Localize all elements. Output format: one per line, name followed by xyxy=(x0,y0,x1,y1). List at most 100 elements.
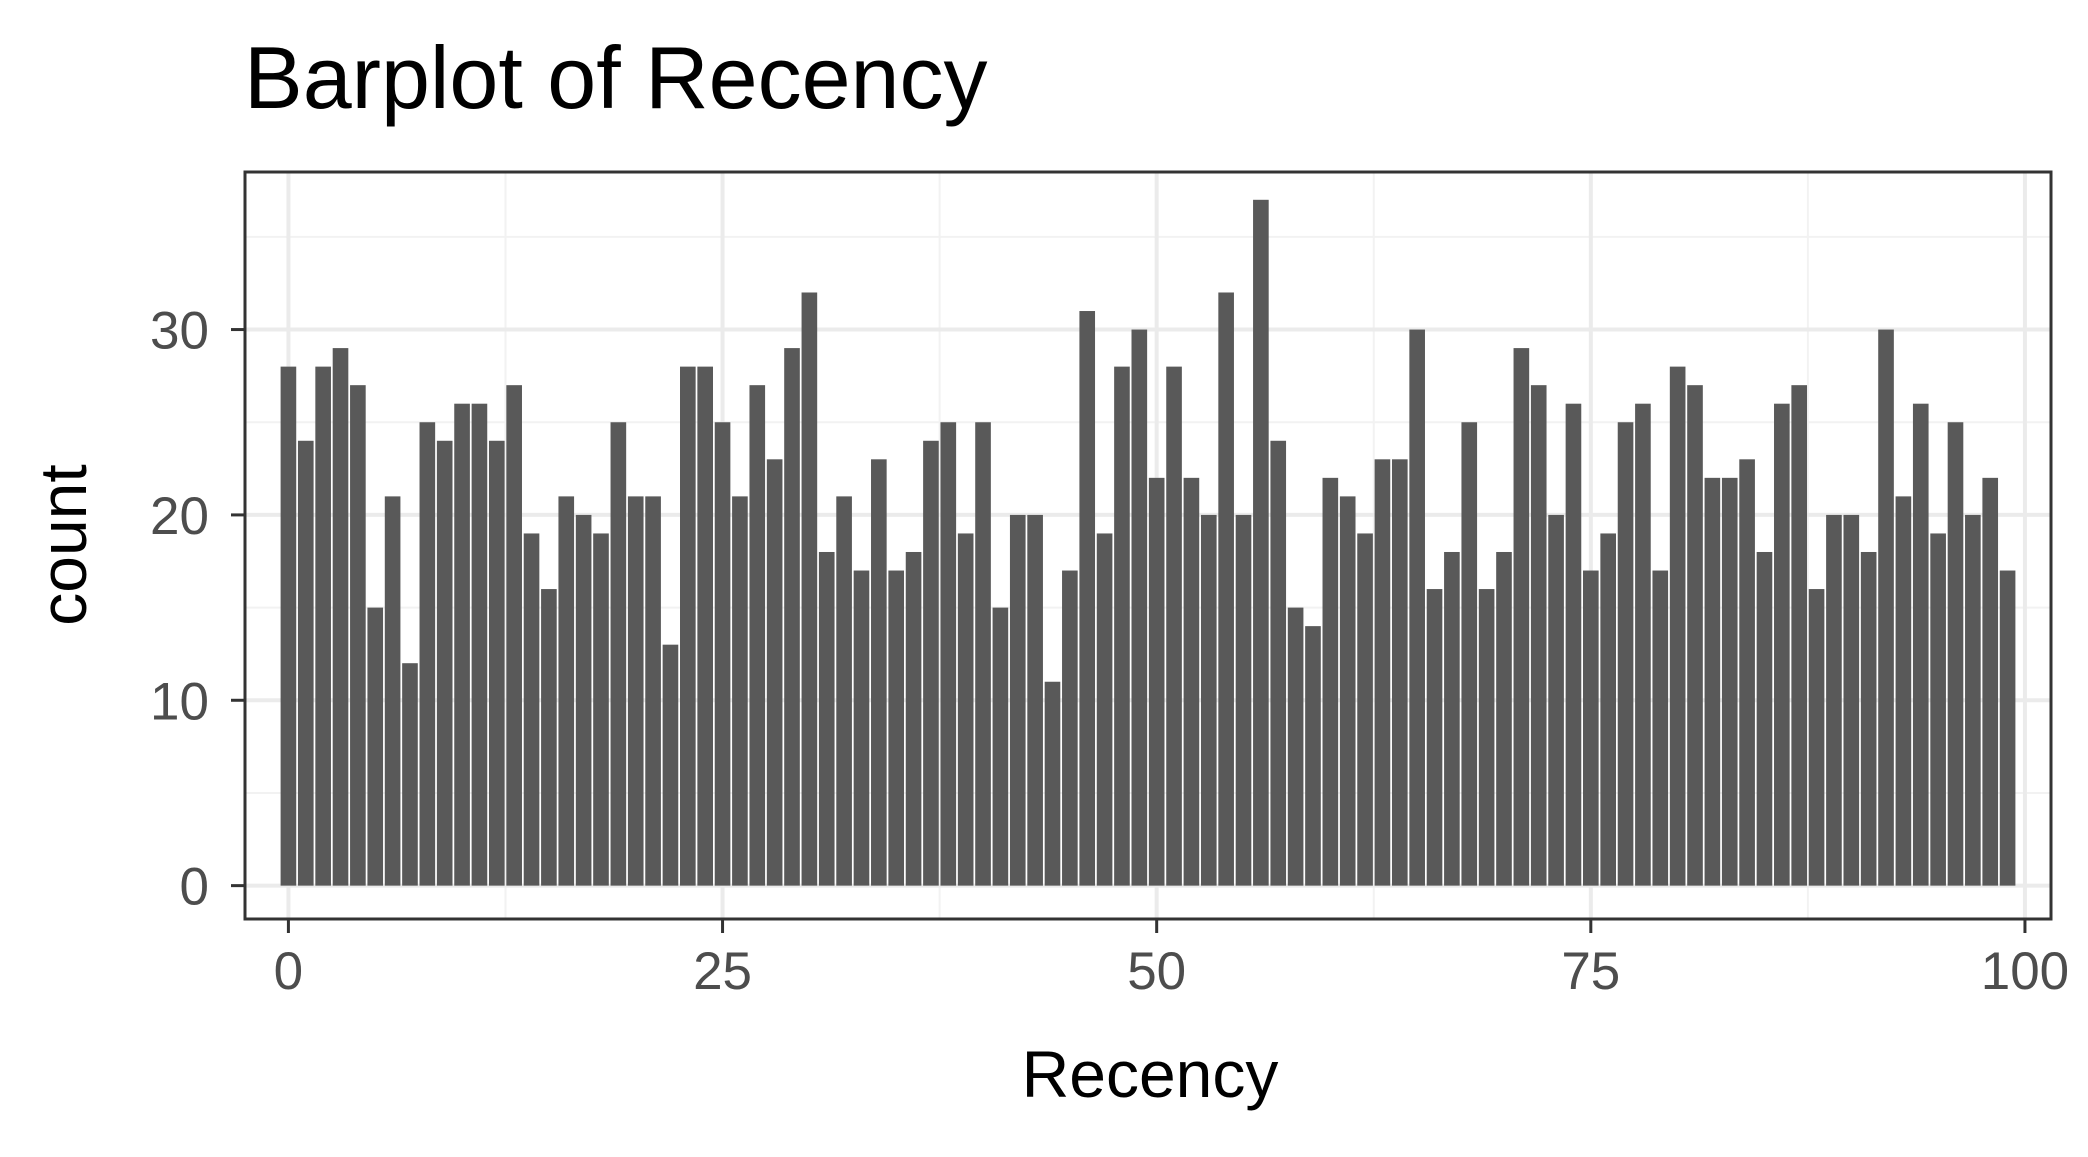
y-axis: 0 10 20 30 xyxy=(150,302,245,917)
bar xyxy=(384,496,401,886)
bar xyxy=(558,496,575,886)
bar xyxy=(1791,385,1808,886)
panel-border xyxy=(243,170,2053,921)
bar xyxy=(1148,477,1165,886)
bar xyxy=(1305,626,1321,886)
bar xyxy=(1652,570,1669,886)
x-axis-title: Recency xyxy=(1022,1037,1279,1111)
bar xyxy=(280,366,297,886)
bar xyxy=(662,644,679,886)
x-tick-label: 0 xyxy=(274,942,303,1001)
bar xyxy=(1565,403,1582,886)
bar xyxy=(1131,329,1148,886)
bar xyxy=(1409,329,1425,886)
bar xyxy=(1583,570,1599,886)
bar xyxy=(575,514,592,886)
bar xyxy=(1774,403,1790,886)
bar xyxy=(1339,496,1356,886)
bar xyxy=(1114,366,1130,886)
bar xyxy=(1270,440,1287,886)
bar xyxy=(506,385,522,886)
bar xyxy=(1704,477,1721,886)
bar xyxy=(1530,385,1547,886)
bar xyxy=(1808,589,1825,886)
bar xyxy=(402,663,418,886)
bar xyxy=(350,385,366,886)
bar xyxy=(1357,533,1373,886)
bar xyxy=(1444,551,1460,886)
bar xyxy=(1044,681,1061,886)
bar xyxy=(749,385,766,886)
bar xyxy=(871,459,887,886)
bar xyxy=(1843,514,1860,886)
bar xyxy=(1426,589,1443,886)
bar xyxy=(801,292,818,886)
bar xyxy=(1687,385,1703,886)
bar xyxy=(1183,477,1200,886)
bar xyxy=(1478,589,1495,886)
bar xyxy=(1965,514,1981,886)
x-tick-label: 50 xyxy=(1127,942,1186,1001)
bar xyxy=(905,551,922,886)
bar xyxy=(784,348,800,886)
bar xyxy=(436,440,453,886)
bar xyxy=(454,403,470,886)
bar xyxy=(1461,422,1478,886)
y-tick-label: 10 xyxy=(150,672,209,731)
bar xyxy=(1287,607,1304,886)
bar xyxy=(766,459,783,886)
bar xyxy=(732,496,748,886)
bar xyxy=(1391,459,1408,886)
bar xyxy=(1982,477,1999,886)
bar xyxy=(610,422,627,886)
bar xyxy=(627,496,644,886)
bar xyxy=(1079,311,1096,886)
bar xyxy=(836,496,852,886)
bar xyxy=(367,607,384,886)
y-axis-title: count xyxy=(26,464,100,625)
bar xyxy=(1009,514,1026,886)
bar xyxy=(818,551,835,886)
bar xyxy=(1860,551,1877,886)
bar xyxy=(1166,366,1182,886)
bar xyxy=(541,589,557,886)
bar xyxy=(975,422,991,886)
bar xyxy=(471,403,488,886)
bar xyxy=(1878,329,1894,886)
bar xyxy=(853,570,870,886)
bar xyxy=(1617,422,1634,886)
panel-border-rect xyxy=(243,170,2053,921)
x-tick-label: 100 xyxy=(1981,942,2069,1001)
bar xyxy=(992,607,1009,886)
bar xyxy=(1721,477,1738,886)
bar xyxy=(1513,348,1530,886)
bar xyxy=(1496,551,1512,886)
bar xyxy=(940,422,957,886)
bar xyxy=(1218,292,1234,886)
bar xyxy=(332,348,349,886)
bar xyxy=(1027,514,1043,886)
bar xyxy=(1235,514,1252,886)
bar xyxy=(1669,366,1686,886)
bar xyxy=(645,496,661,886)
x-tick-label: 25 xyxy=(693,942,752,1001)
bar xyxy=(923,440,939,886)
chart-title: Barplot of Recency xyxy=(244,28,988,127)
bar xyxy=(1096,533,1113,886)
bar xyxy=(714,422,731,886)
bar xyxy=(1999,570,2016,886)
bar xyxy=(957,533,974,886)
bar xyxy=(1062,570,1078,886)
bar xyxy=(593,533,609,886)
y-tick-label: 30 xyxy=(150,302,209,361)
bar xyxy=(1200,514,1217,886)
bar xyxy=(1322,477,1339,886)
x-axis: 0 25 50 75 100 xyxy=(274,919,2069,1001)
bar xyxy=(1826,514,1842,886)
bar xyxy=(1635,403,1651,886)
y-tick-label: 0 xyxy=(180,858,209,917)
bars xyxy=(280,199,2016,886)
bar xyxy=(1912,403,1929,886)
